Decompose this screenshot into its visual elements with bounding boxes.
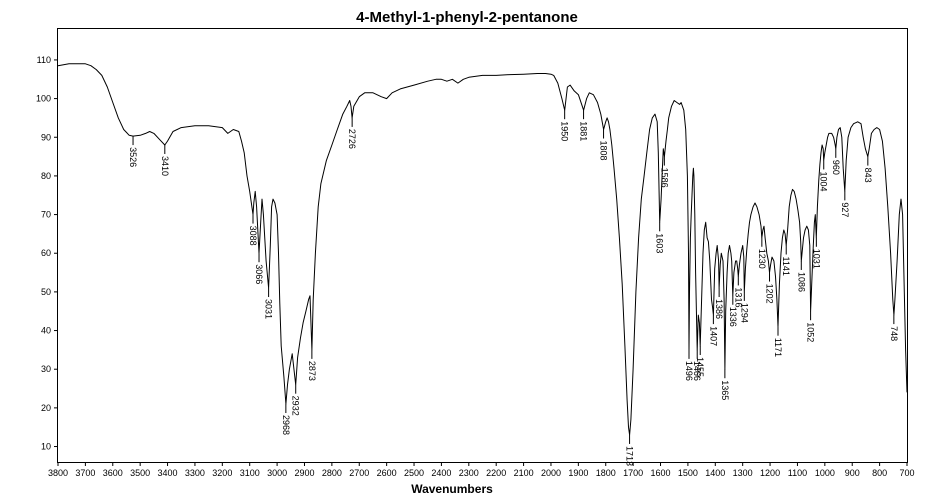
x-tick-label: 1400 [705, 468, 725, 478]
x-tick-label: 1800 [596, 468, 616, 478]
peak-label: 1603 [655, 233, 665, 253]
peak-label: 1294 [739, 303, 749, 323]
peak-label: 748 [889, 326, 899, 341]
peak-label: 2873 [307, 361, 317, 381]
y-tick-label: 10 [41, 442, 51, 452]
peak-label: 1336 [728, 307, 738, 327]
peak-label: 1004 [819, 171, 829, 191]
peak-label: 3410 [160, 156, 170, 176]
x-tick-label: 2600 [377, 468, 397, 478]
x-tick-label: 3500 [130, 468, 150, 478]
y-tick-label: 90 [41, 132, 51, 142]
peak-label: 1496 [684, 361, 694, 381]
peak-label: 1365 [720, 380, 730, 400]
x-tick-label: 900 [845, 468, 860, 478]
x-tick-label: 1200 [760, 468, 780, 478]
y-tick-label: 60 [41, 248, 51, 258]
peak-label: 2726 [347, 129, 357, 149]
x-tick-label: 2200 [486, 468, 506, 478]
x-tick-label: 1300 [733, 468, 753, 478]
peak-label: 927 [840, 202, 850, 217]
x-tick-label: 3600 [103, 468, 123, 478]
x-tick-label: 700 [899, 468, 914, 478]
x-tick-label: 1700 [623, 468, 643, 478]
x-tick-label: 3300 [185, 468, 205, 478]
y-tick-label: 50 [41, 287, 51, 297]
peak-label: 2968 [281, 415, 291, 435]
y-tick-label: 110 [37, 55, 51, 65]
peak-label: 1086 [796, 272, 806, 292]
peak-label: 1466 [692, 361, 702, 381]
peak-label: 2932 [291, 396, 301, 416]
x-tick-label: 1600 [651, 468, 671, 478]
x-tick-label: 1100 [788, 468, 807, 478]
peak-label: 1202 [765, 284, 775, 304]
peak-label: 960 [831, 160, 841, 175]
peak-label: 1230 [757, 249, 767, 269]
x-tick-label: 800 [872, 468, 887, 478]
x-tick-label: 3100 [240, 468, 260, 478]
x-tick-label: 1500 [678, 468, 698, 478]
y-tick-label: 20 [41, 403, 51, 413]
x-tick-label: 2300 [459, 468, 479, 478]
peak-label: 1052 [806, 322, 816, 342]
x-tick-label: 2500 [404, 468, 424, 478]
x-tick-label: 2100 [514, 468, 534, 478]
x-tick-label: 2700 [349, 468, 369, 478]
peak-label: 3088 [248, 226, 258, 246]
peak-label: 1171 [773, 338, 783, 357]
peak-label: 1455 [695, 357, 705, 377]
peak-label: 3526 [128, 147, 138, 167]
peak-label: 1881 [579, 121, 589, 141]
peak-label: 1316 [733, 287, 743, 307]
y-tick-label: 70 [41, 210, 51, 220]
x-tick-label: 3400 [158, 468, 178, 478]
peak-label: 3031 [264, 299, 274, 319]
peak-label: 1586 [659, 168, 669, 188]
peak-label: 1407 [708, 326, 718, 346]
x-axis-title: Wavenumbers [411, 482, 493, 496]
x-tick-label: 2000 [541, 468, 561, 478]
peak-label: 3066 [254, 264, 264, 284]
x-tick-label: 2400 [431, 468, 451, 478]
y-axis: 10 20 30 40 50 60 70 80 90 100 110 [36, 55, 58, 452]
spectrum-line [57, 63, 908, 436]
peak-label: 1713 [625, 446, 635, 466]
peak-label: 843 [863, 168, 873, 183]
peak-label: 1950 [560, 121, 570, 141]
x-tick-label: 1900 [568, 468, 588, 478]
x-tick-label: 3200 [212, 468, 232, 478]
y-tick-label: 30 [41, 364, 51, 374]
plot-frame [57, 28, 908, 463]
peak-label: 1808 [599, 141, 609, 161]
chart-title: 4-Methyl-1-phenyl-2-pentanone [356, 9, 578, 26]
x-tick-label: 2800 [322, 468, 342, 478]
y-tick-label: 80 [41, 171, 51, 181]
peak-label: 1386 [714, 299, 724, 319]
x-tick-label: 3700 [75, 468, 95, 478]
peak-label: 1141 [781, 257, 791, 276]
x-tick-label: 3800 [48, 468, 68, 478]
y-tick-label: 100 [36, 94, 51, 104]
peak-label: 1031 [811, 249, 821, 269]
x-axis: 3800 3700 3600 3500 3400 3300 3200 3100 3000 2900… [48, 462, 915, 478]
series-layer [57, 63, 908, 436]
x-tick-label: 2900 [294, 468, 314, 478]
x-tick-label: 3000 [267, 468, 287, 478]
x-tick-label: 1000 [815, 468, 835, 478]
y-tick-label: 40 [41, 326, 51, 336]
